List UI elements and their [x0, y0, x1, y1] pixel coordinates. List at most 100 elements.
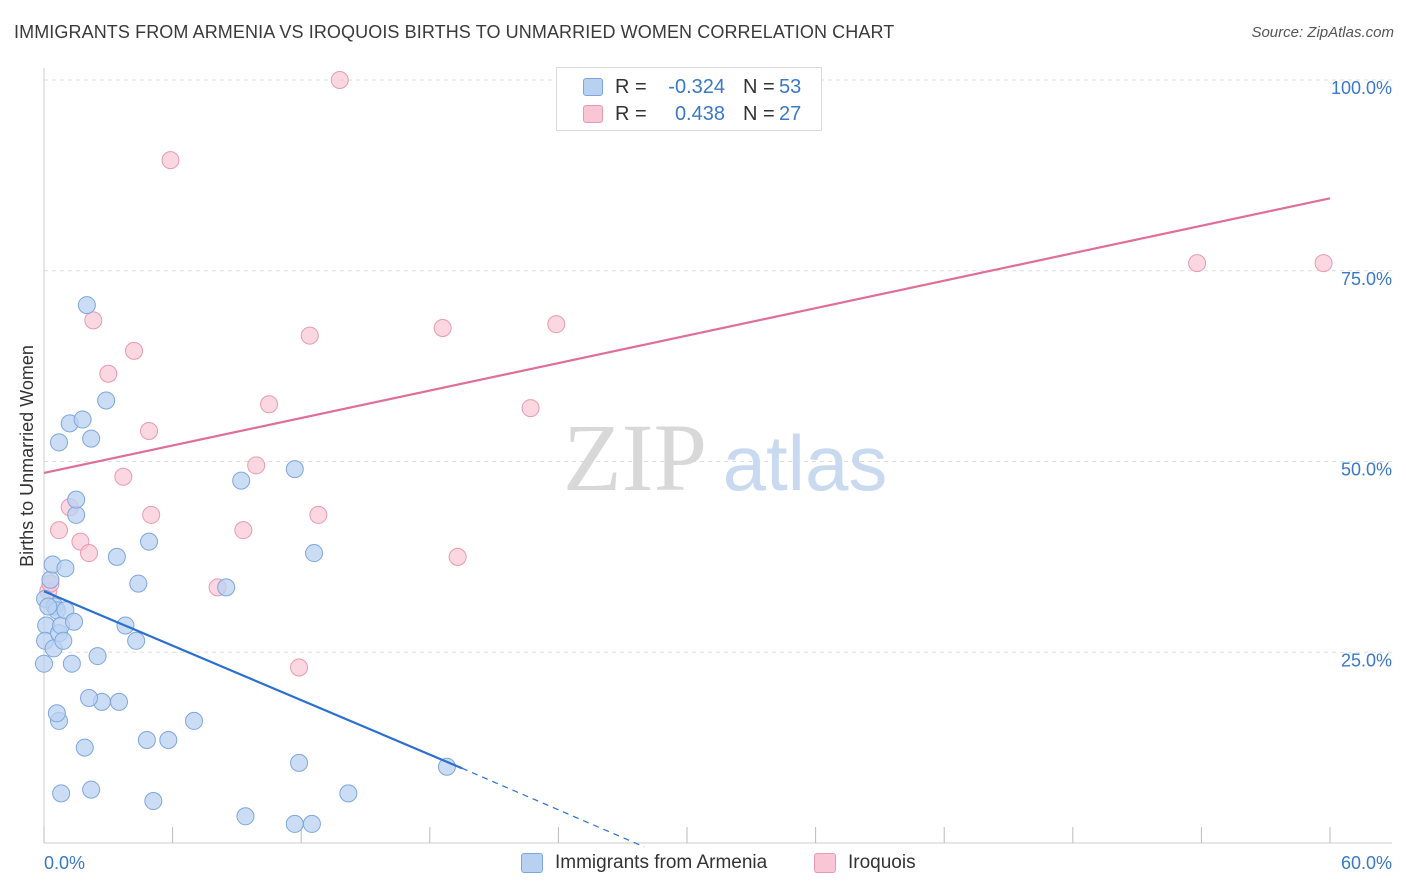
- legend-item-iroquois: Iroquois: [814, 852, 916, 874]
- trend-lines: [43, 197, 1331, 848]
- r-value: 0.438: [674, 102, 725, 125]
- armenia-point: [80, 689, 99, 708]
- x-tick-label: 0.0%: [44, 853, 85, 873]
- n-value: 53: [779, 75, 802, 98]
- armenia-point: [88, 647, 107, 666]
- chart-title: IMMIGRANTS FROM ARMENIA VS IROQUOIS BIRT…: [14, 22, 895, 42]
- legend-row-iroquois: R = 0.438 N = 27: [583, 102, 801, 126]
- iroquois-point: [290, 658, 309, 677]
- armenia-point: [285, 460, 304, 479]
- iroquois-point: [99, 364, 118, 383]
- armenia-point: [82, 780, 101, 799]
- x-tick-label: 60.0%: [1341, 853, 1392, 873]
- armenia-point: [437, 757, 456, 776]
- iroquois-point: [433, 318, 452, 337]
- gridlines: [44, 79, 1392, 653]
- armenia-point: [47, 704, 66, 723]
- armenia-point: [67, 505, 86, 524]
- armenia-point: [144, 792, 163, 811]
- watermark-zip: ZIP: [563, 404, 707, 511]
- armenia-point: [302, 814, 321, 833]
- armenia-point: [285, 814, 304, 833]
- armenia-point: [73, 410, 92, 429]
- armenia-point: [236, 807, 255, 826]
- source-label: Source: ZipAtlas.com: [1251, 24, 1394, 41]
- armenia-point: [339, 784, 358, 803]
- iroquois-point: [547, 315, 566, 334]
- iroquois-point: [448, 547, 467, 566]
- iroquois-point: [330, 71, 349, 89]
- armenia-point: [56, 559, 75, 578]
- armenia-point: [50, 433, 69, 452]
- armenia-point: [62, 654, 81, 673]
- armenia-legend-label: Immigrants from Armenia: [555, 852, 768, 873]
- armenia-point: [290, 753, 309, 772]
- iroquois-point: [234, 521, 253, 540]
- armenia-point: [54, 631, 73, 650]
- armenia-point: [97, 391, 116, 410]
- iroquois-point: [50, 521, 69, 540]
- armenia-point: [82, 429, 101, 448]
- armenia-points: [35, 296, 456, 833]
- iroquois-point: [309, 505, 328, 524]
- armenia-point: [129, 574, 148, 593]
- iroquois-point: [1188, 254, 1207, 273]
- y-tick-label: 100.0%: [1331, 78, 1392, 98]
- iroquois-point: [80, 544, 99, 563]
- iroquois-point: [300, 326, 319, 345]
- armenia-point: [185, 711, 204, 730]
- y-tick-label: 25.0%: [1341, 650, 1392, 670]
- iroquois-trend-line: [43, 197, 1331, 475]
- armenia-swatch: [583, 78, 603, 96]
- iroquois-point: [247, 456, 266, 475]
- y-tick-label: 75.0%: [1341, 269, 1392, 289]
- armenia-point: [107, 547, 126, 566]
- iroquois-legend-swatch: [814, 853, 836, 873]
- iroquois-point: [1314, 254, 1333, 273]
- correlation-legend: R = -0.324 N = 53 R = 0.438 N = 27: [556, 67, 822, 131]
- armenia-point: [65, 612, 84, 631]
- r-value: -0.324: [668, 75, 725, 98]
- armenia-point: [305, 544, 324, 563]
- iroquois-point: [140, 421, 159, 440]
- armenia-point: [217, 578, 236, 597]
- armenia-point: [67, 490, 86, 509]
- watermark: ZIP atlas: [563, 404, 887, 511]
- legend-row-armenia: R = -0.324 N = 53: [583, 75, 801, 99]
- armenia-point: [140, 532, 159, 551]
- iroquois-point: [521, 399, 540, 418]
- iroquois-point: [114, 467, 133, 486]
- iroquois-point: [260, 395, 279, 414]
- legend-item-armenia: Immigrants from Armenia: [521, 852, 767, 874]
- armenia-point: [75, 738, 94, 757]
- armenia-trend-extension: [461, 767, 645, 848]
- y-tick-label: 50.0%: [1341, 460, 1392, 480]
- iroquois-swatch: [583, 105, 603, 123]
- armenia-point: [52, 784, 71, 803]
- axes: [43, 68, 1392, 844]
- r-label: R =: [615, 102, 647, 125]
- n-label: N =: [743, 75, 775, 98]
- iroquois-point: [84, 311, 103, 330]
- y-axis-label: Births to Unmarried Women: [17, 345, 37, 567]
- armenia-point: [41, 570, 60, 589]
- armenia-point: [35, 654, 53, 673]
- armenia-trend-line: [43, 590, 463, 770]
- series-legend: Immigrants from Armenia Iroquois: [0, 852, 1406, 876]
- y-tick-labels: 25.0% 50.0% 75.0% 100.0%: [1331, 78, 1392, 670]
- n-value: 27: [779, 102, 802, 125]
- armenia-point: [232, 471, 251, 490]
- armenia-point: [159, 730, 178, 749]
- iroquois-point: [161, 151, 180, 170]
- armenia-point: [110, 692, 129, 711]
- r-label: R =: [615, 75, 647, 98]
- armenia-point: [39, 597, 58, 616]
- iroquois-point: [125, 341, 144, 360]
- watermark-atlas: atlas: [723, 419, 888, 507]
- x-tick-labels: 0.0% 60.0%: [44, 853, 1392, 873]
- armenia-legend-swatch: [521, 853, 543, 873]
- iroquois-point: [142, 505, 161, 524]
- armenia-point: [127, 631, 146, 650]
- iroquois-legend-label: Iroquois: [848, 852, 916, 873]
